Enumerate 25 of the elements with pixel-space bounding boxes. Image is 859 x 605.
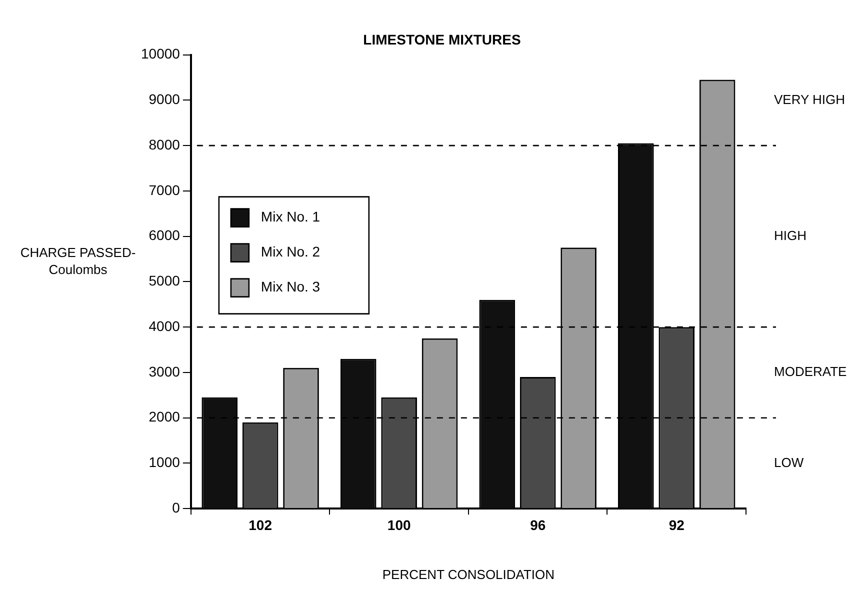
legend-label: Mix No. 2: [260, 244, 320, 260]
y-tick-label: 8000: [148, 136, 180, 152]
y-tick-label: 2000: [148, 408, 180, 425]
annotation: LOW: [774, 454, 804, 470]
legend-label: Mix No. 1: [260, 208, 320, 225]
y-tick-label: 7000: [148, 182, 180, 198]
y-tick-label: 0: [172, 499, 180, 516]
y-tick-label: 6000: [148, 227, 180, 244]
annotation: HIGH: [774, 228, 806, 243]
y-tick-label: 9000: [148, 91, 180, 108]
annotation: MODERATE: [774, 364, 848, 380]
y-axis-title: CHARGE PASSED- Coulombs: [20, 244, 136, 277]
x-tick-label: 100: [387, 516, 411, 533]
x-tick-label: 102: [248, 516, 272, 533]
legend-label: Mix No. 3: [260, 278, 320, 295]
annotation: VERY HIGH: [774, 92, 846, 107]
x-tick-label: 92: [668, 516, 685, 533]
x-tick-label: 96: [530, 516, 546, 533]
y-tick-label: 5000: [148, 272, 180, 289]
chart-title: LIMESTONE MIXTURES: [363, 31, 521, 48]
y-tick-label: 4000: [148, 318, 180, 334]
y-tick-label: 10000: [140, 46, 180, 62]
y-tick-label: 3000: [148, 363, 180, 380]
y-tick-label: 1000: [148, 454, 180, 470]
x-axis-title: PERCENT CONSOLIDATION: [382, 566, 555, 582]
